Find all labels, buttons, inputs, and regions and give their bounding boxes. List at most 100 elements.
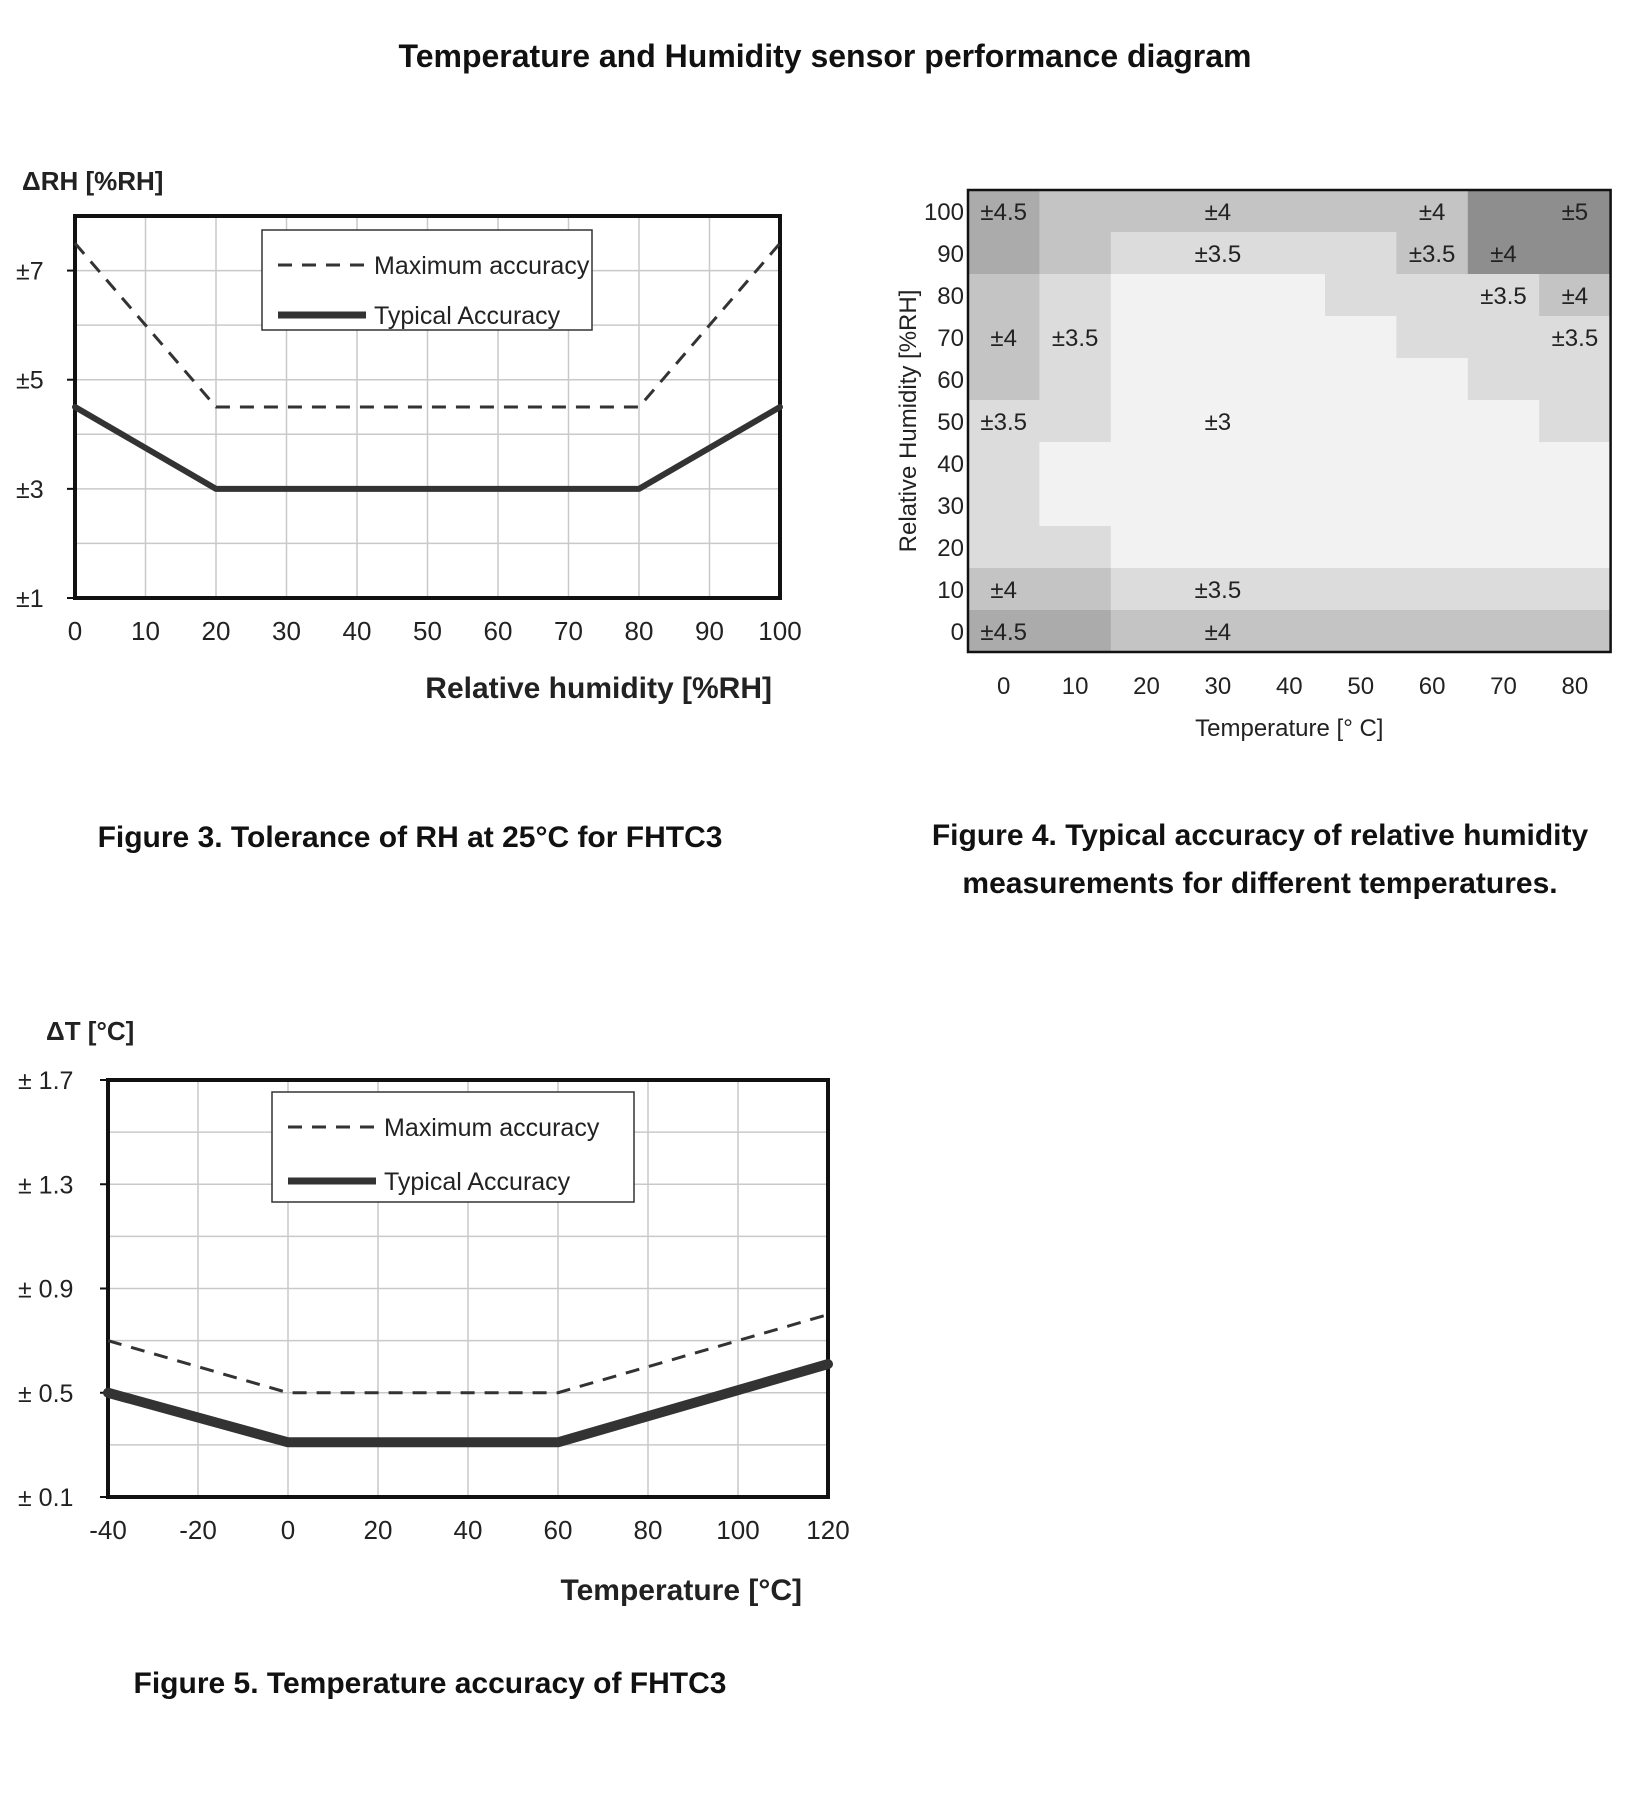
heatmap-cell <box>1039 526 1112 569</box>
heatmap-annotation: ±4.5 <box>980 619 1027 646</box>
x-tick-label: 40 <box>1276 673 1303 700</box>
heatmap-annotation: ±3.5 <box>1552 325 1599 352</box>
page-title: Temperature and Humidity sensor performa… <box>398 38 1252 74</box>
heatmap-cell <box>1396 274 1469 317</box>
x-tick-label: 70 <box>1490 673 1517 700</box>
x-tick-label: 0 <box>68 616 82 646</box>
x-tick-label: 50 <box>413 616 442 646</box>
heatmap-cell <box>968 526 1040 569</box>
heatmap-cell <box>1039 568 1112 611</box>
x-axis-title: Temperature [° C] <box>1195 715 1383 742</box>
heatmap-cell <box>1539 442 1612 485</box>
heatmap-cell <box>1539 610 1612 653</box>
heatmap-cell <box>1182 274 1255 317</box>
temperature-accuracy-chart: -40 -20 0 20 40 60 80 100 120 ± 1.7 ± 1.3 ± 0.9 ± 0.… <box>18 1016 850 1607</box>
heatmap-cell <box>1253 400 1326 443</box>
x-axis-title: Relative humidity [%RH] <box>425 672 772 705</box>
heatmap-cell <box>1325 610 1397 653</box>
heatmap-cell <box>1110 274 1183 317</box>
heatmap-cell <box>1039 274 1112 317</box>
y-tick-label: 10 <box>937 577 964 604</box>
legend-label: Typical Accuracy <box>374 302 561 330</box>
y-tick-label: ± 0.5 <box>18 1380 73 1408</box>
heatmap-cell <box>1325 400 1397 443</box>
heatmap-cell <box>968 190 1040 233</box>
heatmap-cell <box>1110 358 1183 401</box>
heatmap-cell <box>1467 274 1540 317</box>
x-tick-label: 10 <box>1062 673 1089 700</box>
legend-label: Typical Accuracy <box>384 1168 571 1196</box>
heatmap-cell <box>1182 568 1255 611</box>
legend-label: Maximum accuracy <box>384 1114 600 1142</box>
figure-4-caption: Figure 4. Typical accuracy of relative h… <box>880 812 1640 908</box>
heatmap-annotation: ±4 <box>1205 619 1232 646</box>
heatmap-cell <box>1539 190 1612 233</box>
heatmap-annotation: ±3.5 <box>1409 241 1456 268</box>
heatmap-cell <box>1539 526 1612 569</box>
x-tick-label: 70 <box>554 616 583 646</box>
heatmap-cell <box>1182 400 1255 443</box>
y-axis-title: Relative Humidity [%RH] <box>895 290 922 553</box>
heatmap-cell <box>1253 484 1326 527</box>
heatmap-annotation: ±3 <box>1205 409 1232 436</box>
series-line-maximum-accuracy <box>107 1313 829 1395</box>
heatmap-cell <box>1182 484 1255 527</box>
y-tick-label: 80 <box>937 283 964 310</box>
x-tick-label: 20 <box>1133 673 1160 700</box>
heatmap-cell <box>1110 316 1183 359</box>
heatmap-cell <box>1396 358 1469 401</box>
heatmap-cell <box>1539 484 1612 527</box>
y-tick-label: 20 <box>937 535 964 562</box>
heatmap-cell <box>1539 400 1612 443</box>
series-line-typical-accuracy <box>72 404 783 492</box>
heatmap-cell <box>1325 568 1397 611</box>
heatmap-cell <box>1110 610 1183 653</box>
heatmap-cell <box>1253 190 1326 233</box>
y-tick-label: 0 <box>951 619 964 646</box>
heatmap-cell <box>1182 190 1255 233</box>
x-tick-label: 120 <box>806 1515 849 1545</box>
x-tick-label: 60 <box>544 1515 573 1545</box>
heatmap-annotation: ±4 <box>1205 199 1232 226</box>
heatmap-cell <box>1467 610 1540 653</box>
heatmap-cell <box>1110 232 1183 275</box>
heatmap-cell <box>1539 274 1612 317</box>
heatmap-cell <box>1467 358 1540 401</box>
heatmap-annotation: ±4.5 <box>980 199 1027 226</box>
x-tick-label: -20 <box>179 1515 217 1545</box>
x-tick-label: 80 <box>625 616 654 646</box>
y-axis-title: ΔT [°C] <box>46 1016 134 1046</box>
heatmap-cell <box>1182 526 1255 569</box>
heatmap-annotation: ±3.5 <box>1052 325 1099 352</box>
y-tick-label: ± 0.9 <box>18 1276 73 1304</box>
heatmap-cell <box>1539 232 1612 275</box>
heatmap-annotation: ±4 <box>990 325 1017 352</box>
x-tick-label: 0 <box>281 1515 295 1545</box>
heatmap-cell <box>1110 526 1183 569</box>
heatmap-cell <box>1253 610 1326 653</box>
x-tick-label: 40 <box>454 1515 483 1545</box>
x-tick-label: 100 <box>716 1515 759 1545</box>
heatmap-cell <box>1253 568 1326 611</box>
heatmap-cell <box>1039 400 1112 443</box>
x-tick-label: 0 <box>997 673 1010 700</box>
heatmap-cell <box>1182 442 1255 485</box>
y-tick-label: ±3 <box>16 476 44 504</box>
heatmap-cell <box>1110 400 1183 443</box>
legend-label: Maximum accuracy <box>374 252 590 280</box>
figure-4-caption-line-1: Figure 4. Typical accuracy of relative h… <box>931 819 1589 852</box>
heatmap-cell <box>968 568 1040 611</box>
heatmap-cell <box>1467 232 1540 275</box>
heatmap-cell <box>1325 190 1397 233</box>
y-tick-label: 30 <box>937 493 964 520</box>
heatmap-cell <box>968 400 1040 443</box>
heatmap-cell <box>1325 358 1397 401</box>
heatmap-cell <box>1396 484 1469 527</box>
heatmap-cell <box>1396 526 1469 569</box>
heatmap-cell <box>1396 610 1469 653</box>
heatmap-cell <box>1182 610 1255 653</box>
x-tick-label: 60 <box>1419 673 1446 700</box>
heatmap-cell <box>1467 190 1540 233</box>
x-tick-label: 90 <box>695 616 724 646</box>
